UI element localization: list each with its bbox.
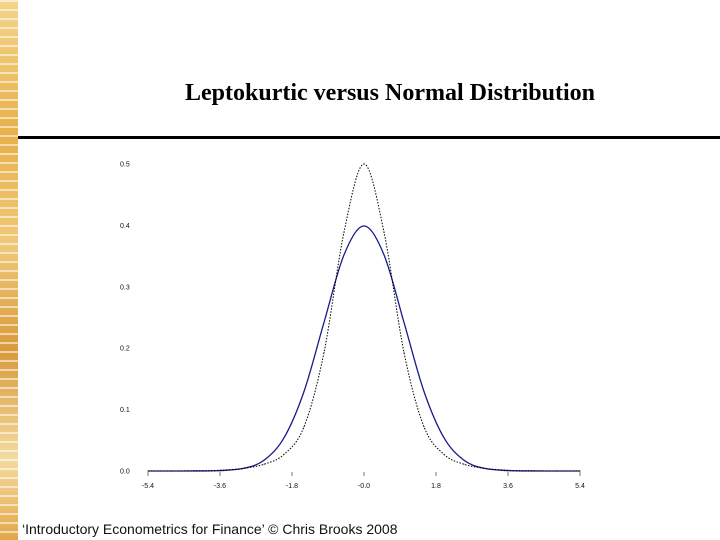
series-1-point — [579, 470, 581, 472]
series-0-point — [423, 390, 425, 393]
series-1-point — [507, 469, 509, 471]
series-1-point — [303, 426, 305, 428]
x-tick-label: -0.0 — [358, 483, 370, 490]
series-1-point — [243, 467, 245, 469]
series-1-point — [219, 469, 221, 471]
x-tick-label: -3.6 — [214, 483, 226, 490]
slide-title: Leptokurtic versus Normal Distribution — [185, 80, 595, 106]
series-1-point — [531, 470, 533, 472]
series-0-point — [383, 254, 385, 256]
y-tick-label: 0.1 — [120, 407, 130, 414]
series-1-point — [383, 231, 385, 233]
series-1-point — [147, 470, 149, 472]
series-1-point — [263, 463, 265, 465]
series-1-point — [423, 426, 425, 428]
series-1-point — [555, 470, 557, 472]
x-tick-label: 3.6 — [503, 483, 513, 490]
normal-curve — [147, 225, 581, 472]
series-1-point — [443, 453, 445, 456]
series-1-point — [323, 351, 325, 354]
x-tick-label: 1.8 — [431, 483, 441, 490]
series-0-point — [443, 437, 445, 439]
leptokurtic-curve — [147, 163, 581, 472]
series-1-point — [171, 470, 173, 472]
series-0-point — [403, 321, 405, 324]
series-1-point — [283, 453, 285, 456]
series-1-point — [363, 163, 365, 165]
series-0-point — [463, 459, 465, 461]
x-axis-ticks: -5.4 -3.6 -1.8 -0.0 1.8 3.6 5.4 — [142, 472, 585, 490]
series-1-point — [195, 470, 197, 472]
decorative-strip — [0, 0, 18, 540]
series-0-point — [263, 459, 265, 461]
y-tick-label: 0.4 — [120, 223, 130, 230]
series-0-point — [343, 254, 345, 256]
series-0-point — [283, 437, 285, 439]
series-0-point — [323, 321, 325, 324]
series-0-point — [363, 225, 365, 227]
y-tick-label: 0.2 — [120, 346, 130, 353]
y-tick-label: 0.3 — [120, 284, 130, 291]
x-tick-label: -5.4 — [142, 483, 154, 490]
title-divider — [18, 136, 720, 139]
series-1-point — [403, 351, 405, 354]
x-tick-label: 5.4 — [575, 483, 585, 490]
series-1-point — [463, 463, 465, 465]
y-tick-label: 0.5 — [120, 162, 130, 169]
x-tick-label: -1.8 — [286, 483, 298, 490]
y-tick-label: 0.0 — [120, 469, 130, 476]
footer-credit: ‘Introductory Econometrics for Finance’ … — [22, 521, 398, 537]
series-1-point — [483, 467, 485, 469]
series-0-point — [303, 390, 305, 393]
y-axis-ticks: 0.5 0.4 0.3 0.2 0.1 0.0 — [120, 162, 130, 476]
series-1-point — [343, 231, 345, 233]
series-layer — [147, 163, 581, 472]
